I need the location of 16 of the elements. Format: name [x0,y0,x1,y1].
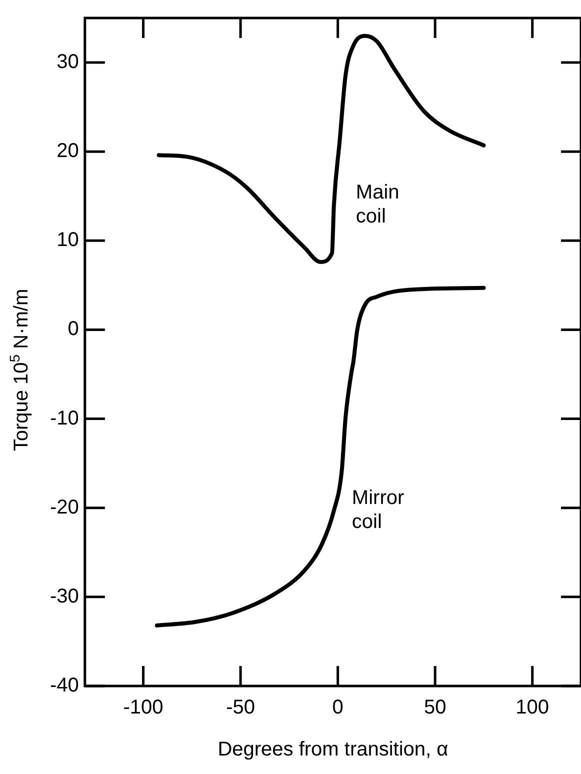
x-tick-label: -100 [123,696,164,719]
y-tick-label: 30 [56,51,79,74]
y-tick-label: 20 [56,140,79,162]
x-tick-label: 0 [332,696,344,719]
series-label: Main coil [356,182,400,228]
x-axis-title: Degrees from transition, α [218,738,448,761]
y-tick-label: 10 [56,229,79,252]
y-tick-label: -20 [50,496,79,518]
y-tick-label: 0 [68,318,79,340]
y-tick-label: -30 [50,585,79,608]
x-tick-label: 100 [516,696,550,719]
series-label: Mirror coil [352,487,404,534]
y-tick-label: -40 [50,674,79,697]
x-tick-label: -50 [226,696,255,719]
x-tick-label: 50 [424,696,446,719]
y-tick-label: -10 [50,407,79,430]
